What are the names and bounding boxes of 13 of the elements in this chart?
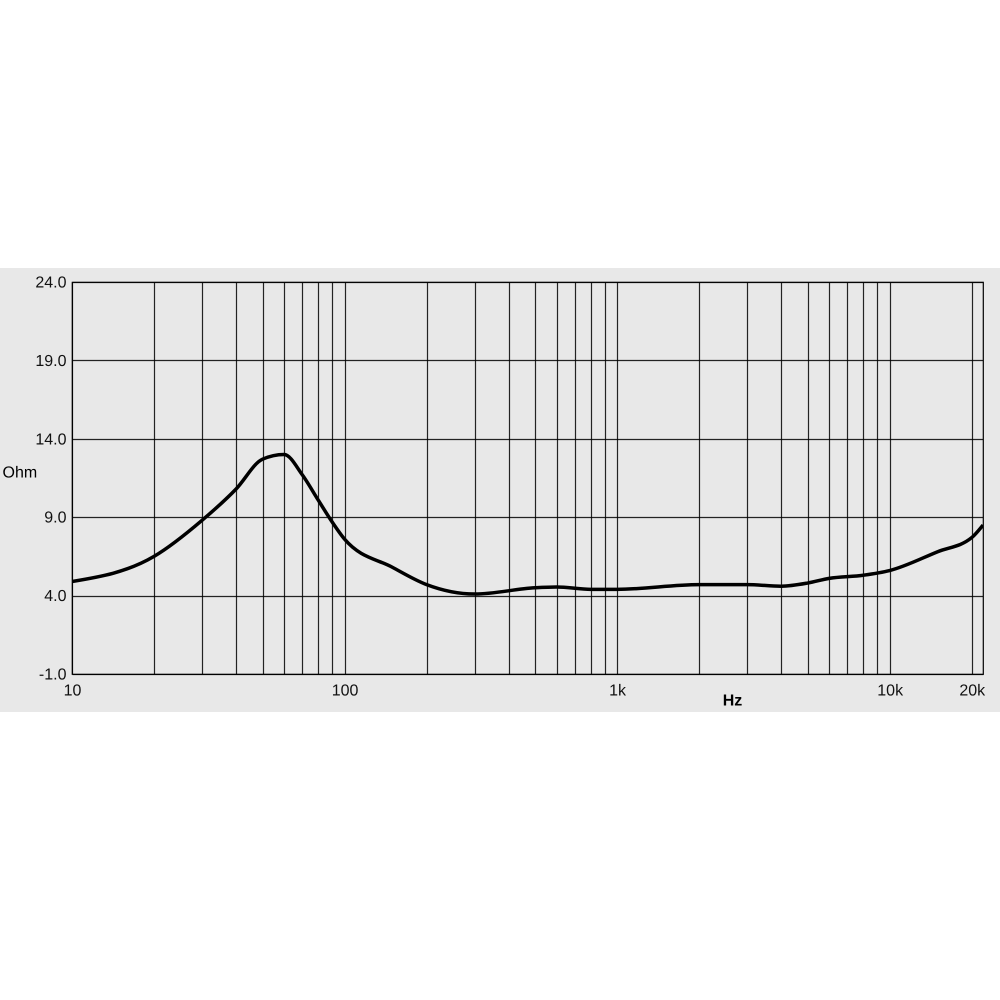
y-tick-label: 4.0 [44, 588, 67, 606]
y-tick-label: -1.0 [38, 666, 67, 684]
y-tick-label: 19.0 [35, 352, 67, 370]
x-axis-title: Hz [722, 692, 742, 710]
y-tick-label: 9.0 [44, 510, 67, 527]
y-tick-label: 14.0 [35, 431, 67, 448]
x-tick-label: 100 [332, 682, 358, 700]
y-tick-label: 24.0 [35, 274, 67, 292]
y-axis-title: Ohm [2, 464, 38, 482]
x-tick-label: 20k [959, 682, 986, 700]
x-tick-label: 10k [877, 682, 904, 700]
x-tick-label: 10 [64, 682, 82, 700]
x-tick-label: 1k [609, 682, 628, 700]
